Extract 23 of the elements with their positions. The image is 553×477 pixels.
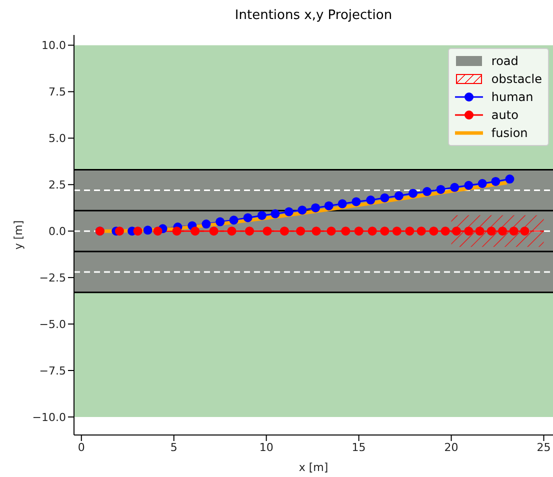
legend-label: obstacle — [491, 71, 542, 88]
y-tick-label: −2.5 — [39, 271, 66, 284]
chart-title: Intentions x,y Projection — [234, 8, 394, 23]
x-tick-label: 0 — [78, 440, 85, 454]
x-axis-title: x [m] — [298, 461, 328, 474]
legend-label: road — [491, 53, 518, 70]
x-tick-label: 10 — [259, 440, 274, 454]
y-tick-label: 7.5 — [48, 86, 66, 99]
x-tick-label: 5 — [170, 440, 178, 454]
y-tick-label: 2.5 — [48, 178, 66, 192]
y-tick-label: 0.0 — [48, 225, 66, 238]
legend-label: fusion — [491, 125, 528, 142]
x-tick-label: 15 — [352, 440, 366, 454]
legend-label: human — [491, 89, 534, 106]
y-axis-title: y [m] — [12, 220, 25, 250]
x-tick-label: 20 — [444, 440, 458, 454]
y-tick-label: 10.0 — [42, 39, 66, 52]
y-tick-label: −5.0 — [39, 318, 66, 331]
x-tick-label: 25 — [536, 440, 551, 454]
y-tick-label: −7.5 — [39, 364, 66, 378]
y-tick-label: 5.0 — [48, 132, 66, 146]
legend-label: auto — [491, 107, 518, 124]
y-tick-label: −10.0 — [32, 410, 66, 424]
